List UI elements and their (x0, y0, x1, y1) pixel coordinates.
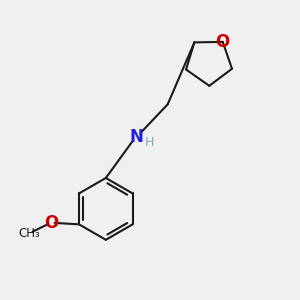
Text: O: O (44, 214, 58, 232)
Text: H: H (144, 136, 154, 148)
Text: O: O (216, 33, 230, 51)
Text: CH₃: CH₃ (18, 227, 40, 240)
Text: N: N (130, 128, 144, 146)
